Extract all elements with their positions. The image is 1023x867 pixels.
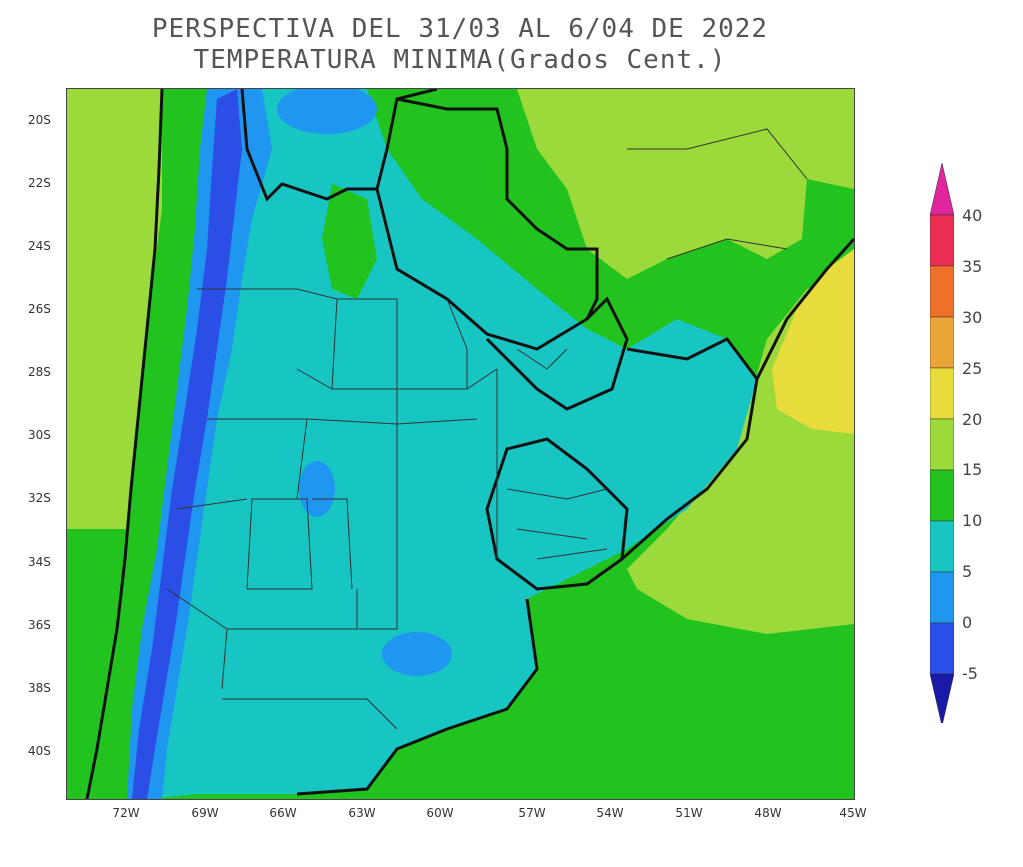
lon-label-63w: 63W: [348, 806, 376, 820]
lon-label-45w: 45W: [839, 806, 867, 820]
lon-label-51w: 51W: [675, 806, 703, 820]
lat-label-28s: 28S: [28, 365, 51, 379]
lon-label-66w: 66W: [269, 806, 297, 820]
andes-coldest-region: [132, 89, 242, 799]
lon-label-69w: 69W: [191, 806, 219, 820]
colorbar-segment: [930, 520, 954, 573]
colorbar-segment: [930, 469, 954, 522]
cool-region: [137, 89, 757, 799]
map-graphic: [67, 89, 854, 799]
pacific-region: [67, 89, 162, 529]
lon-label-60w: 60W: [426, 806, 454, 820]
colorbar-segment: [930, 418, 954, 471]
colorbar-segment: [930, 367, 954, 420]
colorbar-top-arrow: [930, 163, 954, 216]
lon-label-57w: 57W: [518, 806, 546, 820]
colorbar-segment: [930, 571, 954, 624]
lat-label-20s: 20S: [28, 113, 51, 127]
lon-label-72w: 72W: [112, 806, 140, 820]
colorbar-label-15: 15: [962, 460, 983, 479]
north-warm-patch: [322, 184, 377, 299]
warm-sea-region: [772, 249, 854, 434]
colorbar-bottom-arrow: [930, 673, 954, 723]
colorbar-segment: [930, 214, 954, 267]
paraguay-patch: [387, 89, 507, 219]
map-title: PERSPECTIVA DEL 31/03 AL 6/04 DE 2022: [151, 14, 769, 44]
colorbar-label-5: 5: [962, 562, 973, 581]
lat-label-36s: 36S: [28, 618, 51, 632]
lat-label-22s: 22S: [28, 176, 51, 190]
lat-label-32s: 32S: [28, 491, 51, 505]
colorbar-label-20: 20: [962, 410, 983, 429]
lat-label-30s: 30S: [28, 428, 51, 442]
lat-label-26s: 26S: [28, 302, 51, 316]
cold-patch: [382, 632, 452, 676]
lat-label-24s: 24S: [28, 239, 51, 253]
colorbar-segment: [930, 316, 954, 369]
map-subtitle: TEMPERATURA MINIMA(Grados Cent.): [193, 45, 727, 75]
temperature-map: [66, 88, 855, 800]
cold-patch: [299, 461, 335, 517]
lat-label-40s: 40S: [28, 744, 51, 758]
cold-patch: [277, 89, 377, 134]
lon-label-54w: 54W: [596, 806, 624, 820]
country-borders: [85, 89, 854, 799]
colorbar-segment: [930, 622, 954, 675]
lat-label-34s: 34S: [28, 555, 51, 569]
brazil-region: [517, 89, 854, 279]
colorbar-label-10: 10: [962, 511, 983, 530]
lat-label-38s: 38S: [28, 681, 51, 695]
colorbar-label-40: 40: [962, 206, 983, 225]
lon-label-48w: 48W: [754, 806, 782, 820]
colorbar-label-minus5: -5: [962, 664, 978, 683]
colorbar-label-0: 0: [962, 613, 973, 632]
colorbar-label-25: 25: [962, 359, 983, 378]
province-borders: [166, 128, 808, 730]
colorbar-label-30: 30: [962, 308, 983, 327]
colorbar: [930, 163, 954, 723]
colorbar-label-35: 35: [962, 257, 983, 276]
colorbar-segment: [930, 265, 954, 318]
